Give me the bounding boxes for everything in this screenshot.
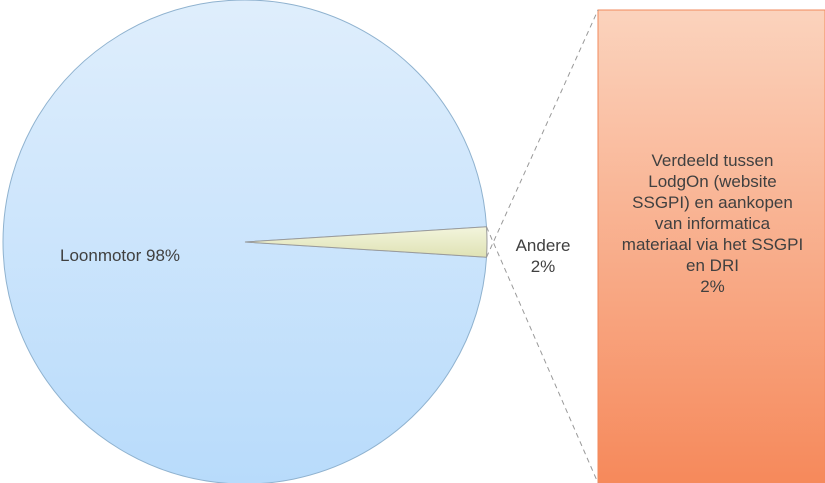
pie-label: Andere 2% [500, 235, 586, 277]
value-label: 98% [146, 246, 181, 265]
value-label: 2% [530, 257, 556, 276]
pie-label: Loonmotor 98% [60, 245, 180, 266]
category-label: Loonmotor [60, 246, 142, 265]
bar-segment [597, 9, 825, 483]
pie-slice [2, 0, 488, 483]
bar-label: Verdeeld tussen LodgOn (website SSGPI) e… [620, 150, 805, 297]
category-label: Andere [515, 236, 571, 255]
category-label: Verdeeld tussen LodgOn (website SSGPI) e… [621, 151, 804, 275]
connector-line [486, 226, 599, 483]
connector-line [486, 9, 599, 258]
value-label: 2% [700, 277, 725, 296]
